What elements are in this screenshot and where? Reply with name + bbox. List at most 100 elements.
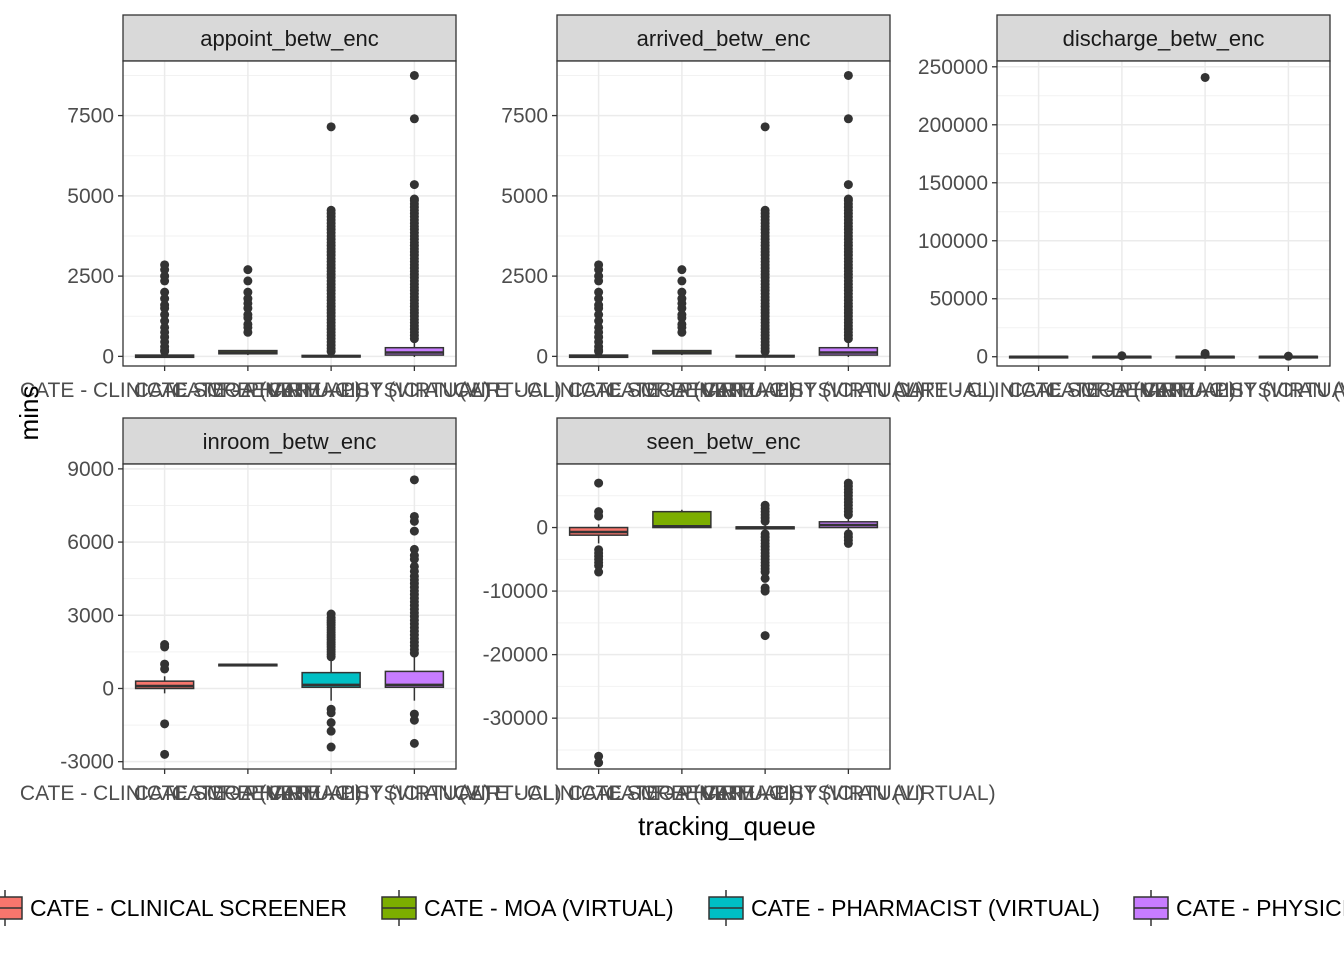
x-tick-label: CATE - PHYSICIAN (VIRTUAL) xyxy=(267,782,561,805)
x-tick-label: CATE - PHYSICIAN (VIRTUAL) xyxy=(1141,379,1344,402)
legend-item-CATE - MOA (VIRTUAL): CATE - MOA (VIRTUAL) xyxy=(381,890,674,926)
panel-appoint_betw_enc: appoint_betw_enc 0 2500 5000 7500 CATE - CLIN… xyxy=(20,14,562,402)
outlier-point xyxy=(594,751,604,761)
box-CATE - MOA (VIRTUAL) xyxy=(218,663,278,667)
y-tick-label: 0 xyxy=(102,677,114,700)
x-tick-label: CATE - PHARMACIST (VIRTUAL) xyxy=(172,379,491,402)
panel-strip-title: inroom_betw_enc xyxy=(203,429,377,454)
box-CATE - CLINICAL SCREENER xyxy=(568,260,629,359)
y-tick-label: 7500 xyxy=(67,105,114,128)
box-CATE - MOA (VIRTUAL) xyxy=(218,265,278,356)
y-tick-label: 7500 xyxy=(501,105,548,128)
outlier-point xyxy=(160,347,170,357)
grid-lines xyxy=(997,61,1330,366)
box-marks xyxy=(568,478,879,768)
outlier-point xyxy=(677,327,687,337)
y-tick-label: 5000 xyxy=(67,185,114,208)
outlier-point xyxy=(594,287,604,297)
x-tick-label: CATE - PHYSICIAN (VIRTUAL) xyxy=(267,379,561,402)
legend-label: CATE - MOA (VIRTUAL) xyxy=(424,895,674,921)
x-axis-title: tracking_queue xyxy=(638,811,816,841)
y-tick-label: 0 xyxy=(976,346,988,369)
outlier-point xyxy=(594,316,604,326)
box-CATE - PHYSICIAN (VIRTUAL) xyxy=(384,70,445,358)
panel-border xyxy=(556,463,891,770)
box-CATE - PHYSICIAN (VIRTUAL) xyxy=(384,475,445,748)
grid-lines xyxy=(557,464,890,769)
outlier-point xyxy=(160,265,170,275)
outlier-point xyxy=(160,749,170,759)
y-tick-label: -20000 xyxy=(483,644,548,667)
box-marks xyxy=(134,70,445,359)
outlier-point xyxy=(677,303,687,313)
box-iqr xyxy=(652,510,712,529)
outlier-point xyxy=(1117,351,1127,361)
panel-discharge_betw_enc: discharge_betw_enc 0 50000 100000 150000 2000… xyxy=(894,14,1344,402)
outlier-point xyxy=(409,715,419,725)
box-CATE - CLINICAL SCREENER xyxy=(134,260,195,359)
plot-background xyxy=(997,61,1330,366)
outlier-point xyxy=(409,70,419,80)
legend-item-CATE - PHYSICIAN (VIRTUAL): CATE - PHYSICIAN (VIRTUAL) xyxy=(1133,890,1344,926)
panel-strip xyxy=(556,417,891,465)
outlier-point xyxy=(409,334,419,344)
y-tick-label: -3000 xyxy=(60,751,114,774)
y-tick-label: 9000 xyxy=(67,458,114,481)
legend-label: CATE - PHYSICIAN (VIRTUAL) xyxy=(1176,895,1344,921)
outlier-point xyxy=(243,327,253,337)
x-tick-label: CATE - PHARMACIST (VIRTUAL) xyxy=(606,782,925,805)
box-CATE - PHYSICIAN (VIRTUAL) xyxy=(818,70,879,358)
outlier-point xyxy=(843,70,853,80)
plot-background xyxy=(123,464,456,769)
y-tick-label: 200000 xyxy=(918,114,988,137)
outlier-point xyxy=(160,316,170,326)
outlier-point xyxy=(326,742,336,752)
panel-border xyxy=(556,60,891,367)
outlier-point xyxy=(677,276,687,286)
outlier-point xyxy=(594,758,604,768)
panel-strip xyxy=(122,14,457,62)
box-CATE - PHARMACIST (VIRTUAL) xyxy=(1175,72,1235,359)
box-CATE - PHYSICIAN (VIRTUAL) xyxy=(818,478,879,548)
y-tick-label: 50000 xyxy=(930,288,988,311)
outlier-point xyxy=(409,180,419,190)
y-tick-label: -10000 xyxy=(483,580,548,603)
panels-layer: appoint_betw_enc 0 2500 5000 7500 CATE - CLIN… xyxy=(20,14,1344,805)
box-CATE - PHARMACIST (VIRTUAL) xyxy=(735,122,795,358)
outlier-point xyxy=(160,310,170,320)
outlier-point xyxy=(677,313,687,323)
plot-background xyxy=(123,61,456,366)
box-marks xyxy=(1008,72,1319,361)
outlier-point xyxy=(160,719,170,729)
outlier-point xyxy=(326,726,336,736)
outlier-point xyxy=(1200,72,1210,82)
outlier-point xyxy=(1200,349,1210,359)
outlier-point xyxy=(160,276,170,286)
panel-seen_betw_enc: seen_betw_enc -30000 -20000 -10000 0 CATE - C… xyxy=(454,417,996,805)
legend-item-CATE - PHARMACIST (VIRTUAL): CATE - PHARMACIST (VIRTUAL) xyxy=(708,890,1100,926)
x-tick-label: CATE - MOA (VIRTUAL) xyxy=(568,782,796,805)
plot-background xyxy=(557,464,890,769)
outlier-point xyxy=(843,334,853,344)
x-tick-label: CATE - PHYSICIAN (VIRTUAL) xyxy=(701,782,995,805)
outlier-point xyxy=(594,511,604,521)
outlier-point xyxy=(409,516,419,526)
x-tick-label: CATE - MOA (VIRTUAL) xyxy=(1008,379,1236,402)
panel-arrived_betw_enc: arrived_betw_enc 0 2500 5000 7500 CATE - CLIN… xyxy=(454,14,996,402)
legend: CATE - CLINICAL SCREENER CATE - MOA (VIRT… xyxy=(0,890,1344,926)
box-CATE - CLINICAL SCREENER xyxy=(134,640,195,759)
box-iqr xyxy=(384,670,445,689)
outlier-point xyxy=(843,538,853,548)
panel-strip-title: arrived_betw_enc xyxy=(637,26,811,51)
panel-border xyxy=(122,463,457,770)
outlier-point xyxy=(326,708,336,718)
outlier-point xyxy=(160,294,170,304)
outlier-point xyxy=(594,294,604,304)
panel-strip-title: appoint_betw_enc xyxy=(200,26,379,51)
outlier-point xyxy=(760,567,770,577)
x-tick-label: CATE - PHYSICIAN (VIRTUAL) xyxy=(701,379,995,402)
outlier-point xyxy=(409,526,419,536)
outlier-point xyxy=(594,303,604,313)
grid-lines xyxy=(123,61,456,366)
